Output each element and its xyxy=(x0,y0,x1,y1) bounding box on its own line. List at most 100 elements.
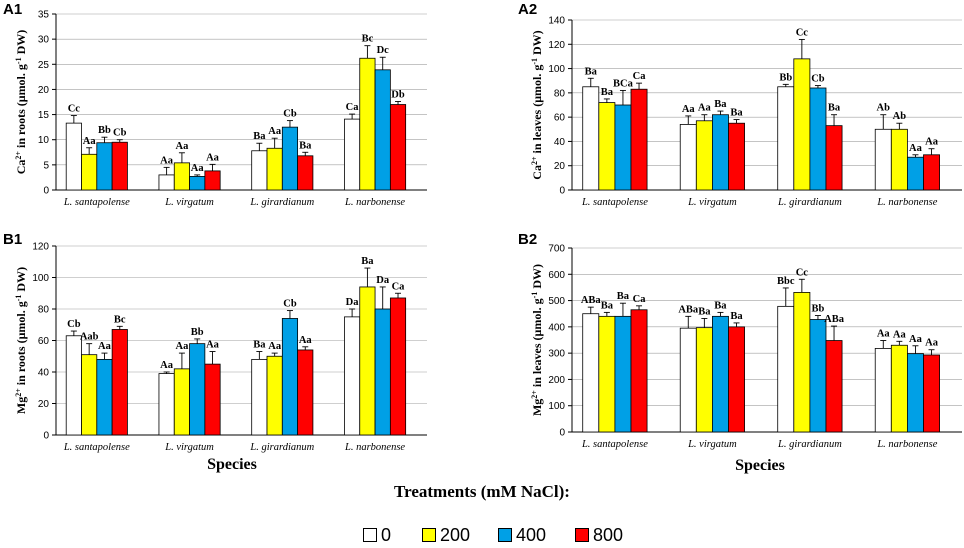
significance-letter: Ba xyxy=(730,311,743,322)
bar-800 xyxy=(389,104,407,191)
significance-letter: Aa xyxy=(698,103,712,114)
legend-swatch-200 xyxy=(422,528,436,542)
bar-800 xyxy=(204,363,221,436)
bar-200 xyxy=(695,120,713,191)
y-axis-label-part: -1 xyxy=(530,58,539,65)
significance-letter: Bbc xyxy=(777,276,795,287)
y-tick-label: 400 xyxy=(548,322,565,333)
bar-800 xyxy=(923,354,940,433)
bar-400 xyxy=(907,353,924,433)
y-tick-label: 700 xyxy=(548,244,565,255)
significance-letter: Aa xyxy=(191,163,205,174)
bar-200 xyxy=(81,354,98,436)
significance-letter: Cb xyxy=(67,319,81,330)
y-axis-label-part: -1 xyxy=(14,57,23,64)
significance-letter: Cb xyxy=(283,299,297,310)
y-axis-label-part: 2+ xyxy=(530,390,539,399)
x-tick-label: L. santapolense xyxy=(581,439,648,450)
bar-800 xyxy=(825,125,843,191)
significance-letter: Aa xyxy=(909,143,923,154)
bar-200 xyxy=(793,58,811,191)
significance-letter: Aa xyxy=(160,360,174,371)
bar-0 xyxy=(65,335,82,436)
bar-0 xyxy=(158,174,175,191)
x-tick-label: L. virgatum xyxy=(687,439,737,450)
y-tick-label: 20 xyxy=(554,161,566,172)
bar-400 xyxy=(614,315,632,433)
y-axis-label-part: DW) xyxy=(14,267,28,295)
legend-swatch-400 xyxy=(498,528,512,542)
significance-letter: Cc xyxy=(68,104,81,115)
y-axis-label-part: Mg xyxy=(14,397,28,414)
bar-0 xyxy=(582,313,600,433)
x-tick-label: L. narbonense xyxy=(876,439,937,450)
bar-800 xyxy=(297,349,314,436)
significance-letter: Aa xyxy=(299,335,313,346)
y-tick-label: 15 xyxy=(38,110,50,121)
y-axis-label-part: in leaves (μmol. g xyxy=(530,65,544,157)
bar-0 xyxy=(344,118,361,191)
bar-200 xyxy=(598,315,616,433)
y-tick-label: 120 xyxy=(548,40,565,51)
panel-label-a2: A2 xyxy=(518,1,537,18)
y-tick-label: 80 xyxy=(38,305,50,316)
bar-200 xyxy=(359,286,376,436)
y-tick-label: 0 xyxy=(43,186,49,197)
y-tick-label: 100 xyxy=(548,401,565,412)
bar-200 xyxy=(173,162,190,191)
significance-letter: Ca xyxy=(633,294,647,305)
y-axis-label-part: DW) xyxy=(530,264,544,292)
bar-200 xyxy=(266,147,283,191)
y-tick-label: 140 xyxy=(548,16,565,27)
y-tick-label: 25 xyxy=(38,60,50,71)
bar-400 xyxy=(809,87,827,191)
significance-letter: Aab xyxy=(80,332,99,343)
bar-800 xyxy=(297,155,314,191)
significance-letter: Ba xyxy=(698,306,711,317)
bar-400 xyxy=(614,104,632,191)
legend-label-200: 200 xyxy=(440,525,471,545)
y-tick-label: 40 xyxy=(554,137,566,148)
significance-letter: Ba xyxy=(828,103,841,114)
x-tick-label: L. virgatum xyxy=(687,197,737,208)
bar-400 xyxy=(281,126,299,191)
bar-200 xyxy=(173,368,190,436)
x-tick-label: L. girardianum xyxy=(777,439,842,450)
x-tick-label: L. virgatum xyxy=(164,442,214,453)
significance-letter: Cc xyxy=(796,27,809,38)
y-axis-label-b1: Mg2+ in roots (μmol. g-1 DW) xyxy=(14,267,29,414)
y-tick-label: 200 xyxy=(548,375,565,386)
significance-letter: Db xyxy=(391,89,405,100)
legend: 0 200 400 800 xyxy=(0,525,964,547)
x-tick-label: L. narbonense xyxy=(344,197,405,208)
y-tick-label: 80 xyxy=(554,88,566,99)
significance-letter: Ba xyxy=(730,108,743,119)
y-tick-label: 10 xyxy=(38,135,50,146)
legend-label-0: 0 xyxy=(381,525,392,545)
y-axis-label-part: in leaves (μmol. g xyxy=(530,298,544,390)
significance-letter: Da xyxy=(346,297,360,308)
y-tick-label: 40 xyxy=(38,368,50,379)
significance-letter: Aa xyxy=(682,104,696,115)
significance-letter: Bb xyxy=(98,125,111,136)
legend-label-800: 800 xyxy=(593,525,624,545)
bar-200 xyxy=(81,153,98,191)
bar-800 xyxy=(111,329,128,436)
y-axis-label-part: 2+ xyxy=(14,388,23,397)
bar-800 xyxy=(111,141,128,191)
y-tick-label: 600 xyxy=(548,270,565,281)
significance-letter: Aa xyxy=(83,136,97,147)
bar-0 xyxy=(679,124,697,191)
y-tick-label: 60 xyxy=(554,113,566,124)
significance-letter: Ca xyxy=(346,102,360,113)
bar-800 xyxy=(630,309,648,433)
y-axis-label-part: 2+ xyxy=(14,151,23,160)
significance-letter: ABa xyxy=(824,314,845,325)
significance-letter: Bb xyxy=(191,327,204,338)
bar-0 xyxy=(679,327,697,433)
bar-400 xyxy=(809,319,827,433)
y-axis-label-part: in roots (μmol. g xyxy=(14,64,28,151)
significance-letter: Aa xyxy=(98,341,112,352)
